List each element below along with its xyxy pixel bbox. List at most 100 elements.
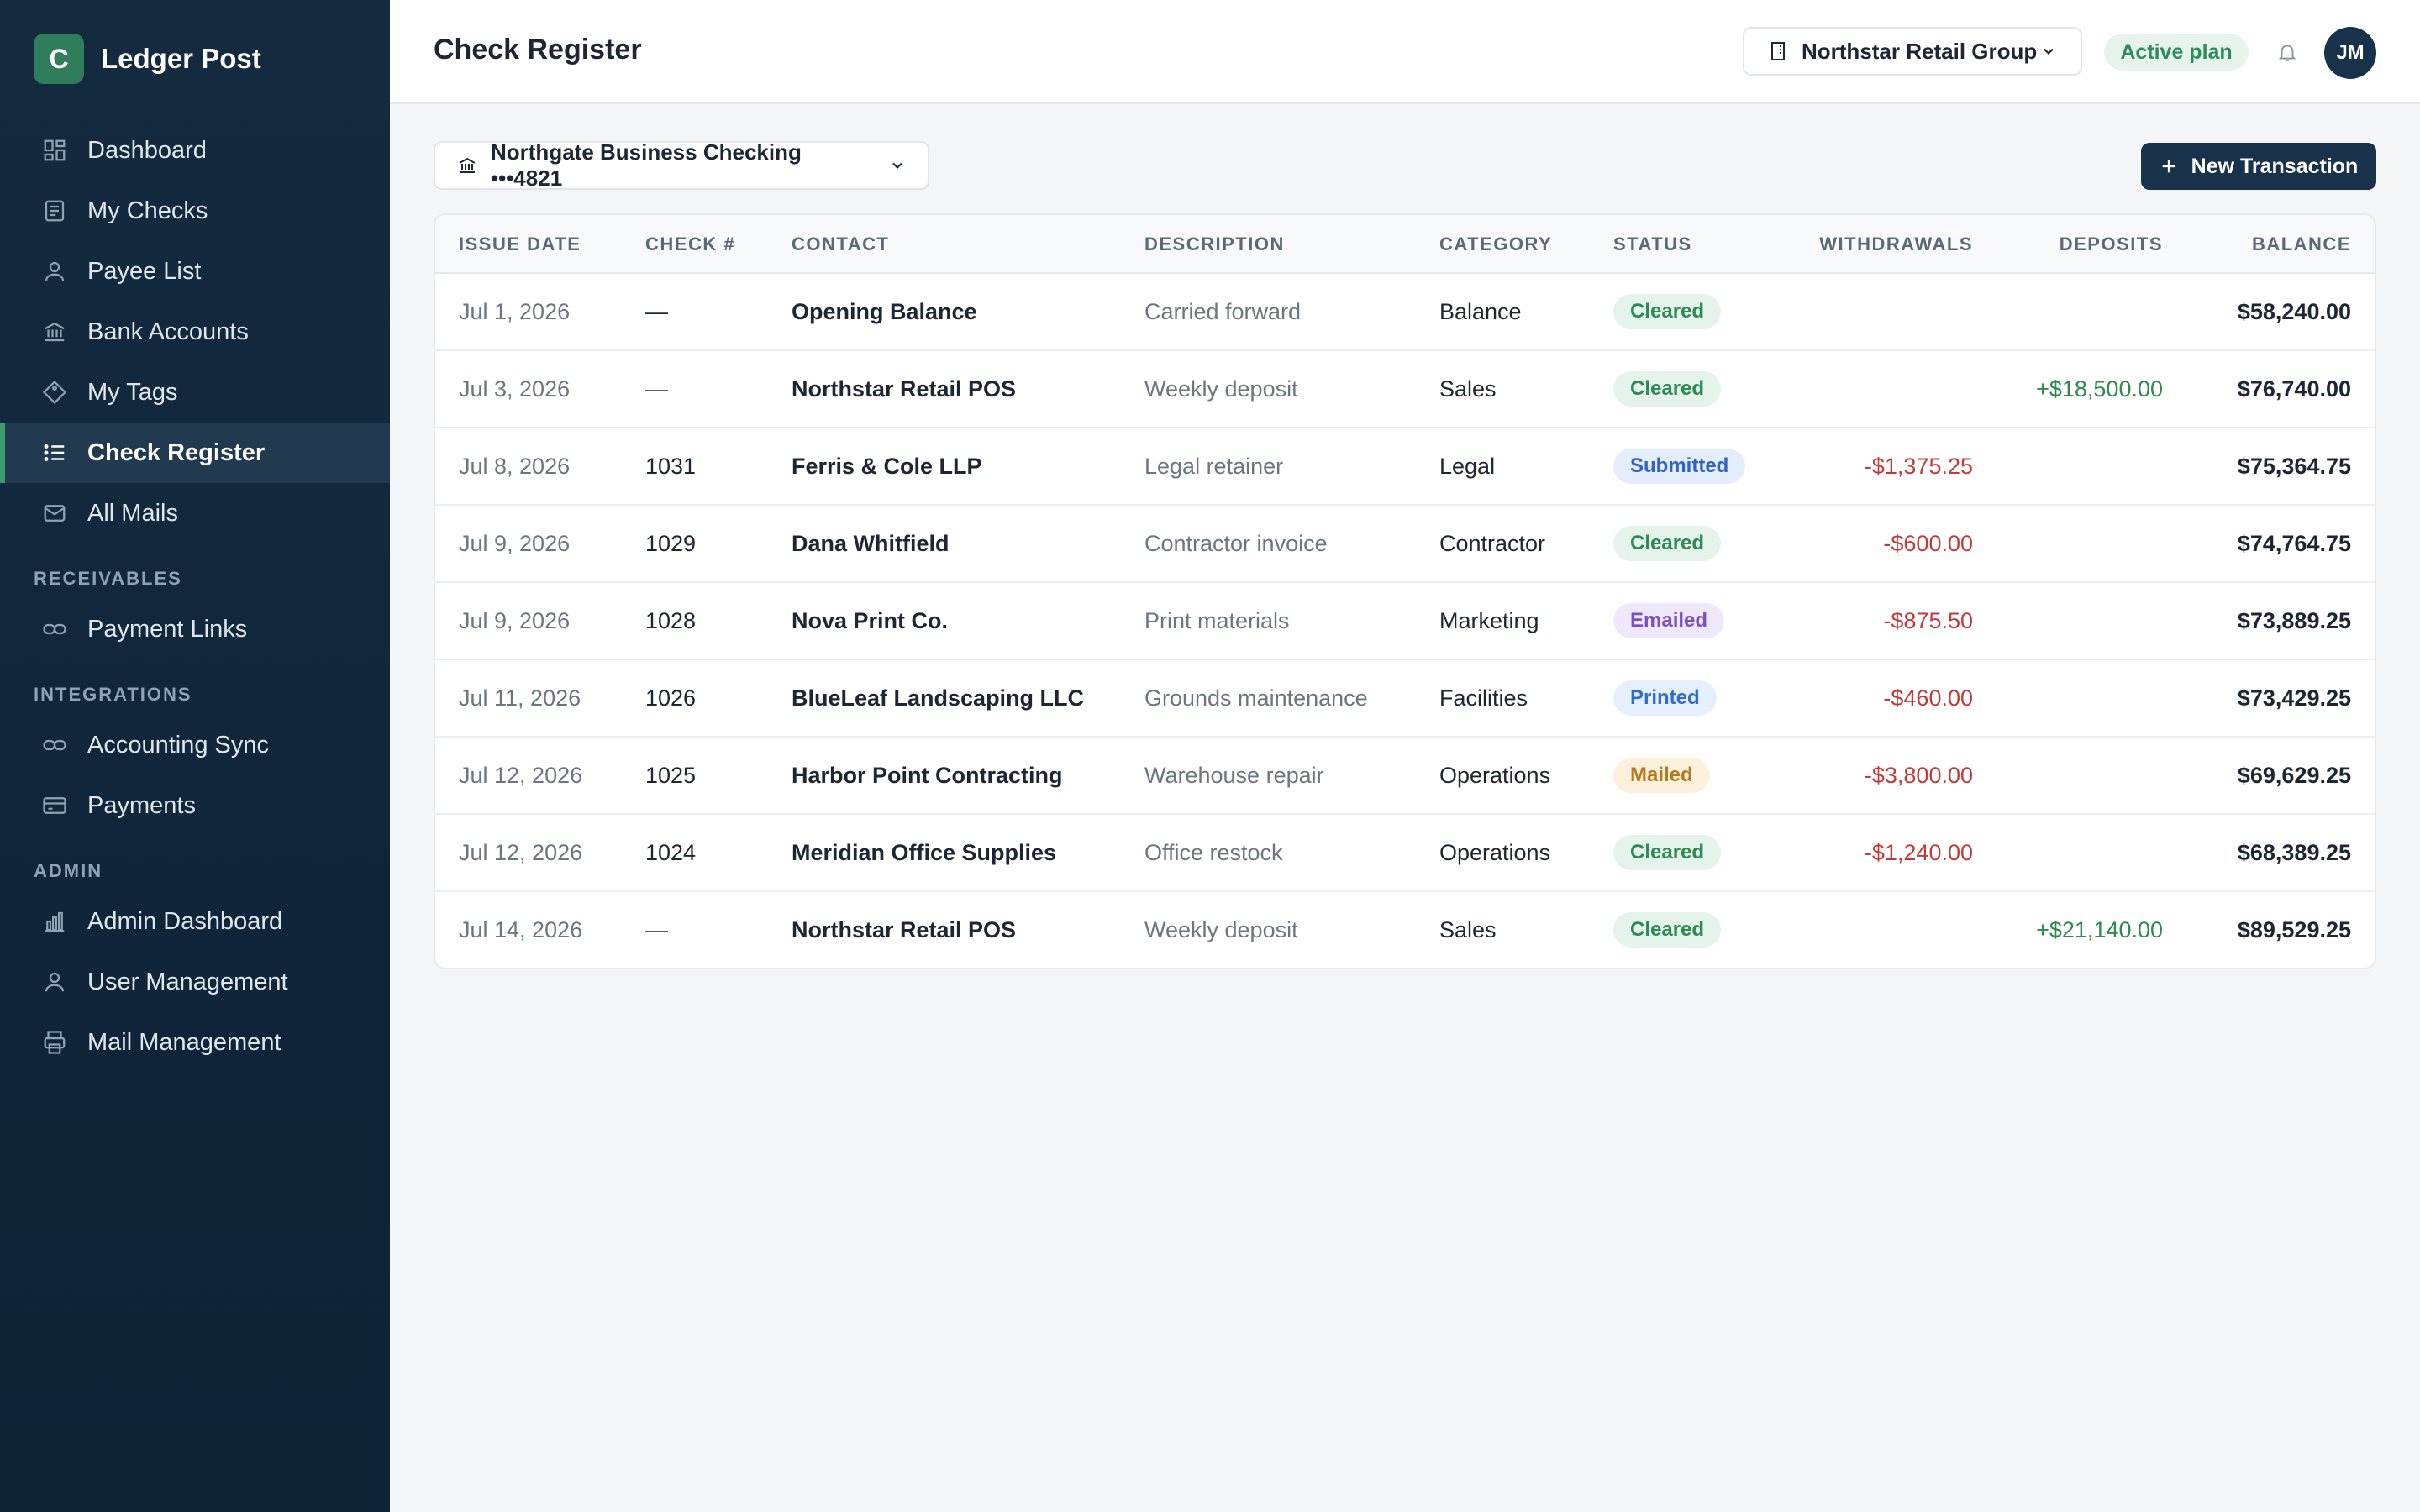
col-withdrawals[interactable]: WITHDRAWALS [1819, 234, 1973, 255]
plan-badge: Active plan [2104, 34, 2249, 71]
category-cell: Operations [1439, 840, 1551, 865]
sidebar-item-accounting-sync[interactable]: Accounting Sync [0, 715, 390, 775]
bell-icon[interactable] [2272, 37, 2302, 67]
brand[interactable]: C Ledger Post [34, 34, 261, 84]
check-number-cell: — [645, 917, 668, 942]
sidebar-item-label: My Checks [87, 197, 208, 224]
org-name: Northstar Retail Group [1802, 38, 2038, 64]
balance-cell: $76,740.00 [2237, 376, 2351, 402]
date-cell: Jul 9, 2026 [459, 608, 571, 633]
check-number-cell: 1024 [645, 840, 697, 865]
table-header: ISSUE DATE CHECK # CONTACT DESCRIPTION C… [435, 215, 2375, 274]
balance-cell: $75,364.75 [2237, 454, 2351, 479]
sidebar-item-label: Mail Management [87, 1028, 281, 1056]
col-description[interactable]: DESCRIPTION [1144, 234, 1285, 255]
withdrawal-cell: -$600.00 [1883, 531, 1973, 556]
withdrawal-cell: -$3,800.00 [1864, 763, 1973, 788]
sidebar-item-bank-accounts[interactable]: Bank Accounts [0, 302, 390, 362]
withdrawal-cell: -$875.50 [1883, 608, 1973, 633]
sidebar-item-payment-links[interactable]: Payment Links [0, 599, 390, 659]
contact-cell: Dana Whitfield [792, 531, 950, 556]
table-row[interactable]: Jul 9, 2026 1028 Nova Print Co. Print mater… [435, 583, 2375, 660]
description-cell: Print materials [1144, 608, 1290, 633]
table-row[interactable]: Jul 1, 2026 — Opening Balance Carried forwa… [435, 274, 2375, 351]
date-cell: Jul 11, 2026 [459, 685, 581, 711]
category-cell: Contractor [1439, 531, 1546, 556]
category-cell: Balance [1439, 299, 1522, 324]
description-cell: Warehouse repair [1144, 763, 1324, 788]
category-cell: Sales [1439, 917, 1497, 942]
table-row[interactable]: Jul 12, 2026 1025 Harbor Point Contracting… [435, 738, 2375, 815]
status-badge: Cleared [1613, 526, 1722, 561]
contact-cell: Opening Balance [792, 299, 977, 324]
table-row[interactable]: Jul 14, 2026 — Northstar Retail POS Weekly … [435, 892, 2375, 968]
check-number-cell: 1026 [645, 685, 697, 711]
contact-cell: Ferris & Cole LLP [792, 454, 982, 479]
org-selector[interactable]: Northstar Retail Group [1743, 27, 2082, 76]
sidebar: C Ledger Post Dashboard My Checks Payee … [0, 0, 390, 1512]
col-issue-date[interactable]: ISSUE DATE [459, 234, 581, 255]
date-cell: Jul 12, 2026 [459, 763, 583, 788]
col-balance[interactable]: BALANCE [2251, 234, 2351, 255]
sidebar-item-payee-list[interactable]: Payee List [0, 241, 390, 302]
sidebar-item-my-tags[interactable]: My Tags [0, 362, 390, 423]
status-badge: Cleared [1613, 371, 1722, 407]
balance-cell: $58,240.00 [2237, 299, 2351, 324]
withdrawal-cell: -$460.00 [1883, 685, 1973, 711]
sidebar-item-my-checks[interactable]: My Checks [0, 181, 390, 241]
avatar[interactable]: JM [2324, 27, 2376, 79]
status-badge: Emailed [1613, 603, 1725, 638]
bank-icon [40, 318, 69, 346]
col-contact[interactable]: CONTACT [792, 234, 890, 255]
account-selector[interactable]: Northgate Business Checking •••4821 [434, 139, 929, 191]
description-cell: Office restock [1144, 840, 1283, 865]
col-category[interactable]: CATEGORY [1439, 234, 1553, 255]
check-number-cell: — [645, 299, 668, 324]
building-icon [1768, 40, 1788, 62]
description-cell: Contractor invoice [1144, 531, 1328, 556]
sidebar-item-label: My Tags [87, 378, 178, 406]
balance-cell: $68,389.25 [2237, 840, 2351, 865]
table-row[interactable]: Jul 3, 2026 — Northstar Retail POS Weekly d… [435, 351, 2375, 428]
description-cell: Weekly deposit [1144, 376, 1298, 402]
table-row[interactable]: Jul 9, 2026 1029 Dana Whitfield Contractor … [435, 506, 2375, 583]
sidebar-item-label: Payee List [87, 257, 202, 285]
date-cell: Jul 9, 2026 [459, 531, 571, 556]
sidebar-item-check-register[interactable]: Check Register [0, 423, 390, 483]
sidebar-item-user-management[interactable]: User Management [0, 952, 390, 1012]
table-row[interactable]: Jul 8, 2026 1031 Ferris & Cole LLP Legal re… [435, 428, 2375, 506]
sidebar-item-payments[interactable]: Payments [0, 775, 390, 836]
account-name: Northgate Business Checking •••4821 [491, 139, 802, 191]
page-title: Check Register [434, 34, 642, 66]
description-cell: Legal retainer [1144, 454, 1284, 479]
col-status[interactable]: STATUS [1613, 234, 1692, 255]
sidebar-item-dashboard[interactable]: Dashboard [0, 120, 390, 181]
col-check-number[interactable]: CHECK # [645, 234, 736, 255]
chevron-down-icon [2040, 43, 2057, 60]
table-row[interactable]: Jul 11, 2026 1026 BlueLeaf Landscaping LLC… [435, 660, 2375, 738]
status-badge: Mailed [1613, 758, 1710, 793]
status-cell: Submitted [1613, 449, 1746, 484]
plus-icon [2160, 157, 2178, 176]
status-badge: Cleared [1613, 294, 1722, 329]
mail-icon [40, 499, 69, 528]
brand-name: Ledger Post [101, 43, 261, 74]
new-transaction-button[interactable]: New Transaction [2141, 143, 2376, 190]
withdrawal-cell: -$1,375.25 [1864, 454, 1973, 479]
dashboard-icon [40, 136, 69, 165]
list-icon [40, 438, 69, 467]
sidebar-item-label: Payment Links [87, 615, 248, 643]
check-register-table: ISSUE DATE CHECK # CONTACT DESCRIPTION C… [434, 213, 2376, 969]
sync-icon [40, 731, 69, 759]
check-number-cell: 1028 [645, 608, 697, 633]
sidebar-item-mail-management[interactable]: Mail Management [0, 1012, 390, 1073]
sidebar-item-admin-dashboard[interactable]: Admin Dashboard [0, 891, 390, 952]
status-cell: Cleared [1613, 835, 1722, 870]
tag-icon [40, 378, 69, 407]
sidebar-item-all-mails[interactable]: All Mails [0, 483, 390, 543]
col-deposits[interactable]: DEPOSITS [2059, 234, 2163, 255]
table-row[interactable]: Jul 12, 2026 1024 Meridian Office Supplies… [435, 815, 2375, 892]
category-cell: Marketing [1439, 608, 1539, 633]
category-cell: Sales [1439, 376, 1497, 402]
bar-chart-icon [40, 907, 69, 936]
